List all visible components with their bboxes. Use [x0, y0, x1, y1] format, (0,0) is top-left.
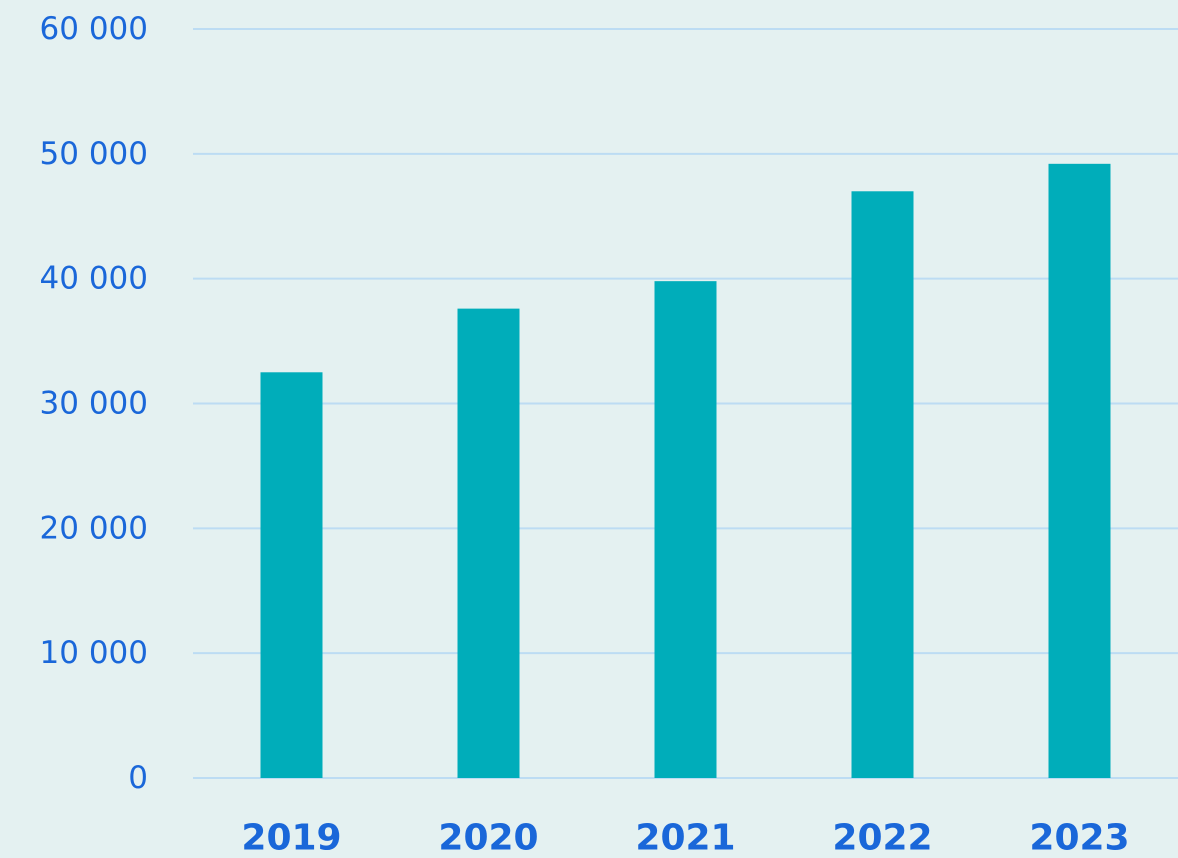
bars: [260, 163, 1111, 779]
bar-2023: [1048, 163, 1111, 778]
y-tick-label: 20 000: [40, 510, 148, 546]
x-axis-tick-labels: 2019 2020 2021 2022 2023: [241, 818, 1129, 858]
y-tick-label: 30 000: [40, 386, 148, 422]
y-tick-label: 0: [128, 760, 148, 796]
x-tick-label-2021: 2021: [635, 818, 735, 858]
y-tick-label: 40 000: [40, 261, 148, 297]
x-tick-label-2020: 2020: [438, 818, 538, 858]
bar-2022: [851, 191, 914, 779]
y-tick-label: 10 000: [40, 635, 148, 671]
x-tick-label-2023: 2023: [1029, 818, 1129, 858]
x-tick-label-2022: 2022: [832, 818, 932, 858]
x-tick-label-2019: 2019: [241, 818, 341, 858]
y-tick-label: 60 000: [40, 11, 148, 47]
bar-2020: [457, 308, 520, 778]
bar-2019: [260, 372, 323, 778]
bar-2021: [654, 281, 717, 778]
y-tick-label: 50 000: [40, 136, 148, 172]
y-axis-tick-labels: 0 10 000 20 000 30 000 40 000 50 000 60 000: [40, 11, 148, 796]
